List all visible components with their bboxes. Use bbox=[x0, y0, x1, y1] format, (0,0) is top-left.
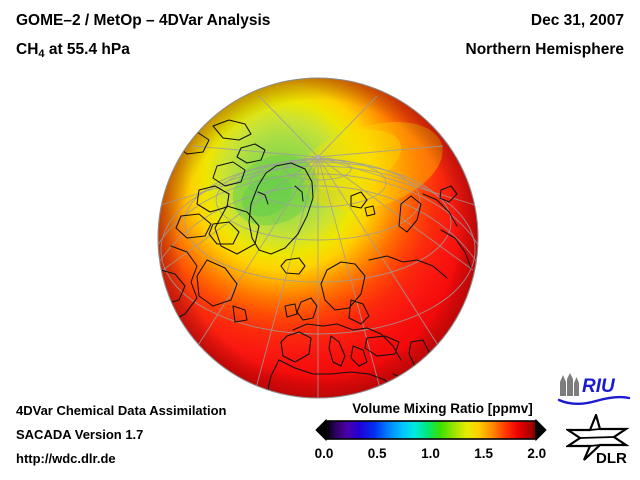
footer-line-url[interactable]: http://wdc.dlr.de bbox=[16, 451, 116, 466]
page-title: GOME–2 / MetOp – 4DVar Analysis bbox=[16, 12, 271, 29]
footer-line-assimilation: 4DVar Chemical Data Assimilation bbox=[16, 403, 227, 418]
colorbar-tick-3: 1.5 bbox=[474, 446, 494, 461]
graticule bbox=[158, 95, 478, 398]
colorbar-arrow-right bbox=[535, 419, 547, 441]
colorbar-tick-0: 0.0 bbox=[314, 446, 334, 461]
globe-plot bbox=[155, 74, 485, 404]
species-name: CH bbox=[16, 41, 39, 58]
colorbar-ticklabels: 0.0 0.5 1.0 1.5 2.0 bbox=[314, 446, 548, 464]
species-label: CH4 at 55.4 hPa bbox=[16, 41, 130, 60]
riu-wordmark: RIU bbox=[582, 376, 616, 397]
north-pole-marker bbox=[315, 154, 321, 160]
colorbar-arrow-left bbox=[315, 419, 327, 441]
hemisphere-label: Northern Hemisphere bbox=[465, 41, 624, 58]
dlr-mark-detail bbox=[579, 428, 615, 447]
colorbar-tick-1: 0.5 bbox=[367, 446, 387, 461]
riu-logo: RIU bbox=[556, 372, 632, 406]
colorbar-title: Volume Mixing Ratio [ppmv] bbox=[352, 401, 533, 416]
riu-tower-icon bbox=[560, 373, 579, 396]
footer-line-version: SACADA Version 1.7 bbox=[16, 427, 144, 442]
colorbar-tick-4: 2.0 bbox=[527, 446, 547, 461]
globe-outline bbox=[157, 77, 479, 399]
species-subscript: 4 bbox=[38, 48, 45, 60]
dlr-logo: DLR bbox=[564, 411, 634, 467]
riu-wave-icon bbox=[557, 395, 631, 406]
dlr-mark-icon bbox=[564, 411, 630, 461]
colorbar-tick-2: 1.0 bbox=[421, 446, 440, 461]
dlr-wordmark: DLR bbox=[596, 450, 627, 466]
colorbar bbox=[314, 419, 548, 441]
date-label: Dec 31, 2007 bbox=[530, 12, 624, 29]
species-pressure: at 55.4 hPa bbox=[44, 41, 130, 58]
